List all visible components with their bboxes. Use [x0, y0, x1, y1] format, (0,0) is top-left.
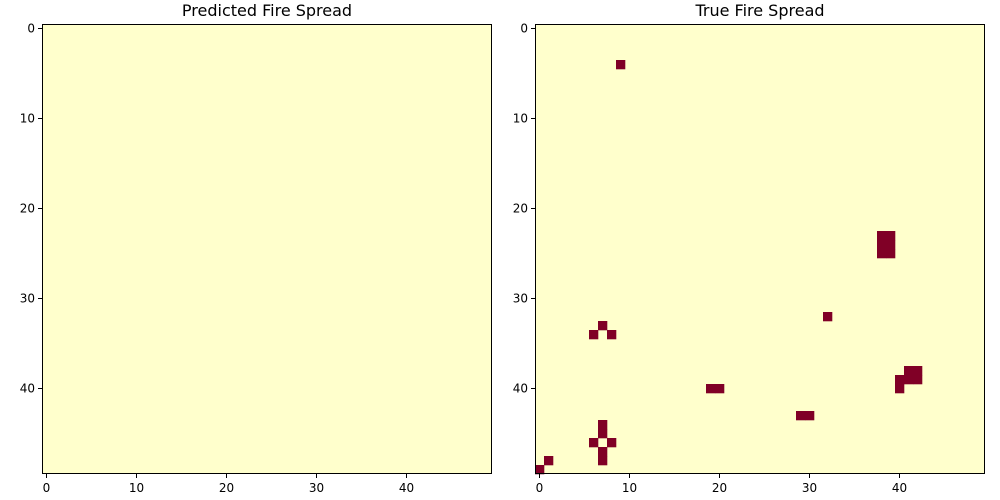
- y-tick-label: 0: [27, 22, 35, 36]
- x-tick-label: 30: [309, 481, 324, 495]
- burning-cell: [904, 375, 914, 385]
- x-tick-label: 20: [712, 481, 727, 495]
- x-tick-label: 10: [622, 481, 637, 495]
- chart-title: True Fire Spread: [694, 1, 824, 20]
- y-tick-label: 10: [20, 112, 35, 126]
- burning-cell: [598, 420, 608, 430]
- unburned-background: [535, 24, 985, 474]
- y-tick-label: 20: [513, 202, 528, 216]
- burning-cell: [886, 249, 896, 259]
- y-axis: 0 10 20 30 40: [513, 22, 535, 396]
- y-tick-label: 30: [20, 292, 35, 306]
- burning-cell: [877, 231, 887, 241]
- burning-cell: [544, 456, 554, 466]
- burning-cell: [715, 384, 725, 394]
- burning-cell: [706, 384, 716, 394]
- plot-frame: [42, 24, 492, 474]
- x-axis: 0 10 20 30 40: [536, 474, 907, 495]
- chart-title: Predicted Fire Spread: [182, 1, 352, 20]
- burning-cell: [607, 438, 617, 448]
- y-tick-label: 40: [513, 382, 528, 396]
- x-tick-label: 40: [892, 481, 907, 495]
- burning-cell: [877, 240, 887, 250]
- true-panel: True Fire Spread 0 10 20 30 40 0 10 20 30 40: [513, 1, 985, 495]
- burning-cell: [805, 411, 815, 421]
- burning-cell: [607, 330, 617, 340]
- burning-cell: [535, 465, 545, 475]
- x-axis: 0 10 20 30 40: [43, 474, 414, 495]
- x-tick-label: 0: [536, 481, 544, 495]
- y-tick-label: 30: [513, 292, 528, 306]
- heatmap-cells: [42, 24, 492, 474]
- burning-cell: [616, 60, 626, 70]
- y-axis: 0 10 20 30 40: [20, 22, 42, 396]
- burning-cell: [598, 321, 608, 331]
- burning-cell: [895, 375, 905, 385]
- burning-cell: [589, 330, 599, 340]
- x-tick-label: 20: [219, 481, 234, 495]
- x-tick-label: 30: [802, 481, 817, 495]
- burning-cell: [589, 438, 599, 448]
- y-tick-label: 40: [20, 382, 35, 396]
- unburned-background: [42, 24, 492, 474]
- y-tick-label: 20: [20, 202, 35, 216]
- burning-cell: [886, 231, 896, 241]
- burning-cell: [913, 366, 923, 376]
- burning-cell: [823, 312, 833, 322]
- burning-cell: [886, 240, 896, 250]
- y-tick-label: 10: [513, 112, 528, 126]
- burning-cell: [598, 429, 608, 439]
- plot-frame: [535, 24, 985, 474]
- burning-cell: [796, 411, 806, 421]
- x-tick-label: 40: [399, 481, 414, 495]
- x-tick-label: 0: [43, 481, 51, 495]
- burning-cell: [913, 375, 923, 385]
- burning-cell: [904, 366, 914, 376]
- y-tick-label: 0: [520, 22, 528, 36]
- predicted-panel: Predicted Fire Spread 0 10 20 30 40 0 10 20 30 4…: [20, 1, 492, 495]
- burning-cell: [598, 456, 608, 466]
- heatmap-cells: [535, 24, 985, 475]
- burning-cell: [877, 249, 887, 259]
- x-tick-label: 10: [129, 481, 144, 495]
- burning-cell: [598, 447, 608, 457]
- burning-cell: [895, 384, 905, 394]
